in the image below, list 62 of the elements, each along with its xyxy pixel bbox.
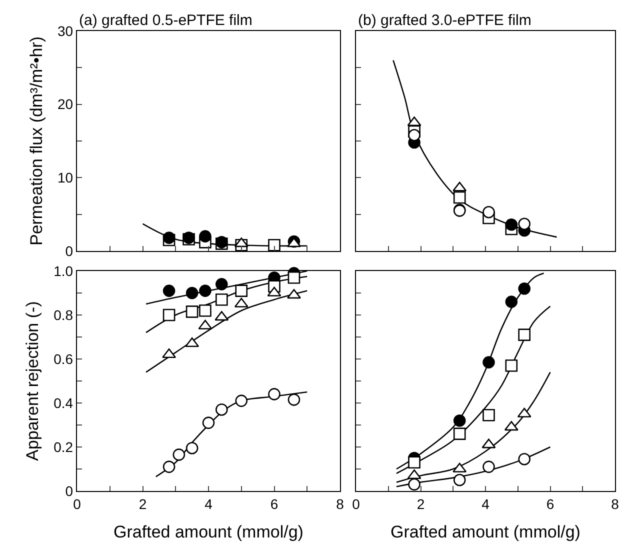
y-tick-label: 1.0 <box>54 262 74 279</box>
point <box>408 478 420 491</box>
y-axis-title: Permeation flux (dm³/m²•hr) <box>27 36 46 246</box>
x-tick-label: 2 <box>138 496 147 512</box>
x-axis-title: Grafted amount (mmol/g) <box>390 522 580 542</box>
x-tick-label: 8 <box>336 496 344 512</box>
point <box>172 448 186 461</box>
y-tick-label: 20 <box>57 96 74 112</box>
y-tick-label: 0 <box>65 482 74 499</box>
point <box>186 306 198 318</box>
x-tick-label: 0 <box>352 496 360 512</box>
point <box>505 359 518 372</box>
y-tick-label: 0.8 <box>54 306 74 323</box>
point <box>482 408 495 422</box>
x-tick-label: 6 <box>546 496 554 512</box>
point <box>162 308 176 322</box>
point <box>235 284 248 297</box>
point <box>199 304 212 317</box>
point <box>482 460 495 473</box>
point <box>162 284 176 297</box>
y-tick-label: 0.2 <box>54 438 74 455</box>
y-tick-label: 0 <box>65 242 74 259</box>
point <box>482 206 495 218</box>
point <box>505 296 518 308</box>
chart-title: (b) grafted 3.0-ePTFE film <box>358 12 532 29</box>
point <box>482 356 495 368</box>
point <box>288 271 300 284</box>
point <box>186 286 198 300</box>
y-tick-label: 30 <box>57 22 74 39</box>
point <box>518 218 530 230</box>
point <box>216 278 228 290</box>
y-tick-label: 10 <box>57 170 74 186</box>
y-axis-title: Apparent rejection (-) <box>23 301 42 461</box>
point <box>216 403 228 416</box>
line-series <box>145 276 308 334</box>
point <box>453 191 466 204</box>
point <box>216 293 228 306</box>
point <box>453 428 466 440</box>
point <box>518 282 530 295</box>
x-axis-title: Grafted amount (mmol/g) <box>114 522 304 542</box>
point <box>518 328 530 341</box>
x-tick-label: 8 <box>611 496 620 512</box>
x-tick-label: 6 <box>270 496 278 512</box>
x-tick-label: 4 <box>482 496 490 512</box>
point <box>518 452 530 466</box>
point <box>202 416 215 429</box>
point <box>235 394 248 407</box>
point <box>408 128 420 142</box>
line-series <box>145 290 308 373</box>
x-tick-label: 4 <box>204 496 213 512</box>
point <box>162 460 176 473</box>
x-tick-label: 2 <box>416 496 425 512</box>
point <box>505 218 518 231</box>
point <box>268 388 280 400</box>
point <box>186 442 198 454</box>
y-tick-label: 0.4 <box>54 394 74 411</box>
point <box>408 456 420 469</box>
point <box>199 284 212 297</box>
y-tick-label: 0.6 <box>54 350 74 367</box>
chart-title: (a) grafted 0.5-ePTFE film <box>79 12 252 29</box>
point <box>453 474 466 486</box>
point <box>453 414 466 427</box>
